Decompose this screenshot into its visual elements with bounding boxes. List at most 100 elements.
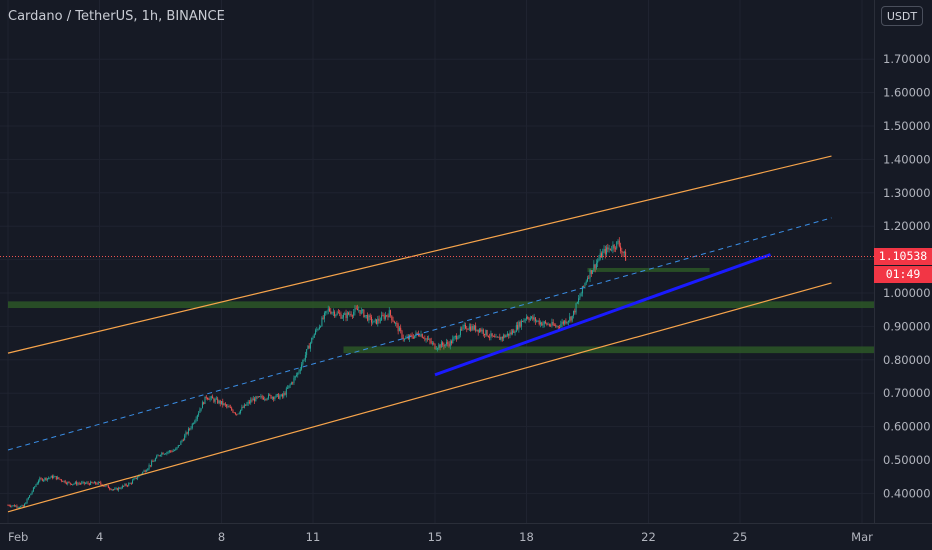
channel-lower-line[interactable] [7, 282, 832, 513]
candle-body [367, 315, 369, 321]
candle-body [270, 395, 272, 399]
currency-button[interactable]: USDT [881, 6, 923, 26]
candle-body [179, 445, 181, 446]
support-zone[interactable] [343, 346, 875, 354]
candle-body [35, 484, 37, 487]
candle-body [138, 475, 140, 478]
candle-body [609, 248, 611, 250]
candle-body [64, 480, 66, 483]
candle-body [59, 478, 61, 480]
y-tick-label: 1.60000 [883, 86, 931, 100]
candle-body [13, 505, 15, 507]
candle-body [564, 320, 566, 324]
candle-body [546, 322, 548, 325]
candle-body [622, 251, 624, 254]
candle-body [327, 308, 329, 311]
support-zone[interactable] [8, 301, 874, 309]
candle-body [411, 335, 413, 338]
candle-body [487, 335, 489, 338]
blue-trendline[interactable] [434, 253, 772, 377]
candle-body [484, 333, 486, 335]
candle-body [349, 314, 351, 315]
y-tick-label: 1.30000 [883, 186, 931, 200]
candle-body [551, 322, 553, 326]
candle-body [306, 349, 308, 355]
candle-body [543, 321, 545, 324]
candle-body [204, 396, 206, 404]
candle-body [115, 488, 117, 489]
channel-mid-line[interactable] [7, 217, 832, 451]
candle-body [402, 337, 404, 340]
candle-body [81, 482, 83, 484]
candle-body [308, 345, 310, 349]
candle-body [571, 315, 573, 321]
candle-body [256, 396, 258, 398]
candle-body [504, 335, 506, 338]
candle-body [30, 493, 32, 496]
candle-body [106, 485, 108, 487]
candle-body [388, 310, 390, 318]
candle-body [431, 342, 433, 344]
candle-body [160, 455, 161, 456]
candle-body [297, 372, 299, 376]
candle-body [8, 505, 10, 506]
candle-body [395, 322, 397, 324]
candle-body [323, 313, 325, 319]
candle-body [278, 394, 280, 399]
candle-body [372, 322, 374, 324]
candle-body [157, 455, 159, 457]
candle-body [401, 330, 403, 338]
candle-body [386, 315, 388, 317]
candle-body [589, 270, 591, 279]
candle-body [608, 248, 610, 250]
candle-body [50, 475, 52, 478]
candle-body [594, 264, 596, 269]
candle-body [526, 316, 527, 320]
candle-body [517, 325, 519, 330]
candle-body [438, 344, 440, 349]
candle-body [524, 319, 526, 321]
candle-body [219, 400, 221, 404]
support-zone[interactable] [587, 267, 710, 272]
candle-body [36, 483, 38, 485]
candle-body [440, 342, 442, 348]
candle-body [311, 337, 313, 343]
candle-body [407, 336, 409, 339]
candle-body [203, 402, 205, 404]
candle-body [32, 487, 34, 492]
symbol-title[interactable]: Cardano / TetherUS, 1h, BINANCE [8, 9, 225, 24]
candle-body [593, 264, 595, 271]
candle-body [559, 327, 561, 328]
candle-body [570, 316, 572, 321]
candle-body [27, 497, 29, 500]
y-tick-label: 1.00000 [883, 286, 931, 300]
candle-body [377, 318, 379, 325]
y-tick-label: 0.70000 [883, 386, 931, 400]
candle-body [53, 476, 55, 479]
candle-body [201, 402, 203, 409]
candle-body [293, 377, 295, 383]
candle-body [125, 484, 127, 486]
candle-body [339, 313, 341, 314]
candle-body [210, 396, 212, 398]
candle-body [57, 477, 59, 480]
candle-body [218, 400, 220, 404]
channel-upper-line[interactable] [7, 155, 832, 354]
candle-body [430, 341, 432, 344]
time-axis[interactable] [0, 523, 932, 550]
candle-body [195, 418, 197, 421]
candle-body [215, 398, 217, 400]
candle-body [266, 398, 268, 400]
candle-body [335, 314, 337, 316]
candle-body [585, 281, 587, 284]
candle-body [506, 333, 508, 336]
candle-body [233, 412, 235, 414]
candle-body [107, 485, 109, 489]
candle-body [621, 251, 623, 252]
candle-body [528, 318, 530, 321]
candle-body [15, 505, 17, 507]
candle-body [330, 311, 332, 314]
candle-body [250, 399, 252, 403]
